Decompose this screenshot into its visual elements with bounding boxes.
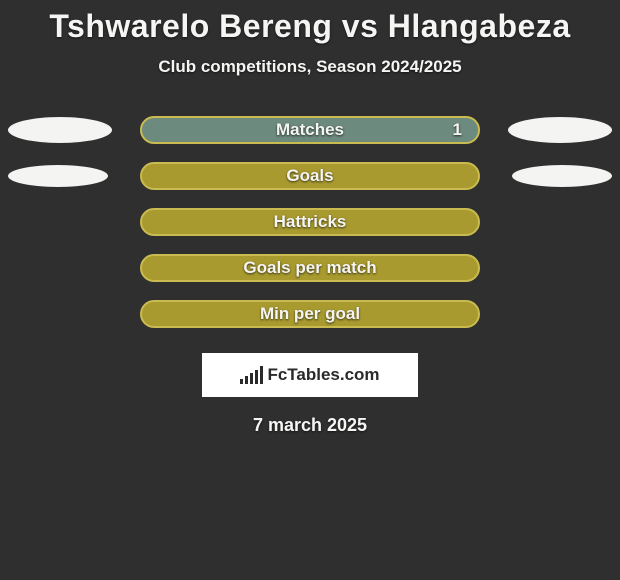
stat-pill: Goals per match — [140, 254, 480, 282]
logo-bar — [250, 373, 253, 384]
logo: FcTables.com — [240, 365, 379, 385]
stat-pill: Goals — [140, 162, 480, 190]
stat-row: Goals per match — [0, 245, 620, 291]
stat-pill: Hattricks — [140, 208, 480, 236]
stat-pill: Min per goal — [140, 300, 480, 328]
ellipse-right — [508, 117, 612, 143]
stat-row: Min per goal — [0, 291, 620, 337]
logo-bar — [255, 370, 258, 384]
logo-bars-icon — [240, 366, 263, 384]
page-subtitle: Club competitions, Season 2024/2025 — [0, 57, 620, 77]
page-title: Tshwarelo Bereng vs Hlangabeza — [0, 8, 620, 45]
logo-bar — [260, 366, 263, 384]
comparison-infographic: Tshwarelo Bereng vs Hlangabeza Club comp… — [0, 0, 620, 580]
stat-label: Matches — [276, 120, 344, 140]
stat-pill: Matches 1 — [140, 116, 480, 144]
stat-row: Hattricks — [0, 199, 620, 245]
ellipse-left — [8, 165, 108, 187]
ellipse-right — [512, 165, 612, 187]
stat-label: Goals — [286, 166, 333, 186]
ellipse-left — [8, 117, 112, 143]
stat-row: Matches 1 — [0, 107, 620, 153]
logo-bar — [240, 379, 243, 384]
stat-row: Goals — [0, 153, 620, 199]
logo-box: FcTables.com — [202, 353, 418, 397]
stat-label: Min per goal — [260, 304, 360, 324]
stat-label: Goals per match — [243, 258, 376, 278]
stat-rows: Matches 1 Goals Hattricks Goals per match Min… — [0, 107, 620, 337]
stat-label: Hattricks — [274, 212, 347, 232]
logo-text: FcTables.com — [267, 365, 379, 385]
logo-bar — [245, 376, 248, 384]
date-label: 7 march 2025 — [0, 415, 620, 436]
stat-value-right: 1 — [453, 120, 462, 140]
